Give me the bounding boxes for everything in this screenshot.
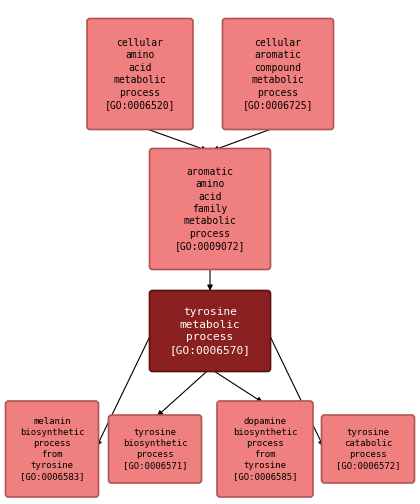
FancyBboxPatch shape — [321, 415, 415, 483]
Text: tyrosine
biosynthetic
process
[GO:0006571]: tyrosine biosynthetic process [GO:000657… — [123, 428, 187, 470]
Text: aromatic
amino
acid
family
metabolic
process
[GO:0009072]: aromatic amino acid family metabolic pro… — [175, 167, 245, 251]
Text: cellular
aromatic
compound
metabolic
process
[GO:0006725]: cellular aromatic compound metabolic pro… — [243, 38, 313, 110]
Text: tyrosine
catabolic
process
[GO:0006572]: tyrosine catabolic process [GO:0006572] — [336, 428, 400, 470]
FancyBboxPatch shape — [217, 401, 313, 497]
FancyBboxPatch shape — [150, 290, 270, 371]
Text: cellular
amino
acid
metabolic
process
[GO:0006520]: cellular amino acid metabolic process [G… — [105, 38, 175, 110]
FancyBboxPatch shape — [108, 415, 202, 483]
Text: melanin
biosynthetic
process
from
tyrosine
[GO:0006583]: melanin biosynthetic process from tyrosi… — [20, 417, 84, 481]
FancyBboxPatch shape — [223, 19, 333, 130]
Text: tyrosine
metabolic
process
[GO:0006570]: tyrosine metabolic process [GO:0006570] — [170, 307, 250, 355]
FancyBboxPatch shape — [5, 401, 99, 497]
FancyBboxPatch shape — [150, 149, 270, 270]
Text: dopamine
biosynthetic
process
from
tyrosine
[GO:0006585]: dopamine biosynthetic process from tyros… — [233, 417, 297, 481]
FancyBboxPatch shape — [87, 19, 193, 130]
